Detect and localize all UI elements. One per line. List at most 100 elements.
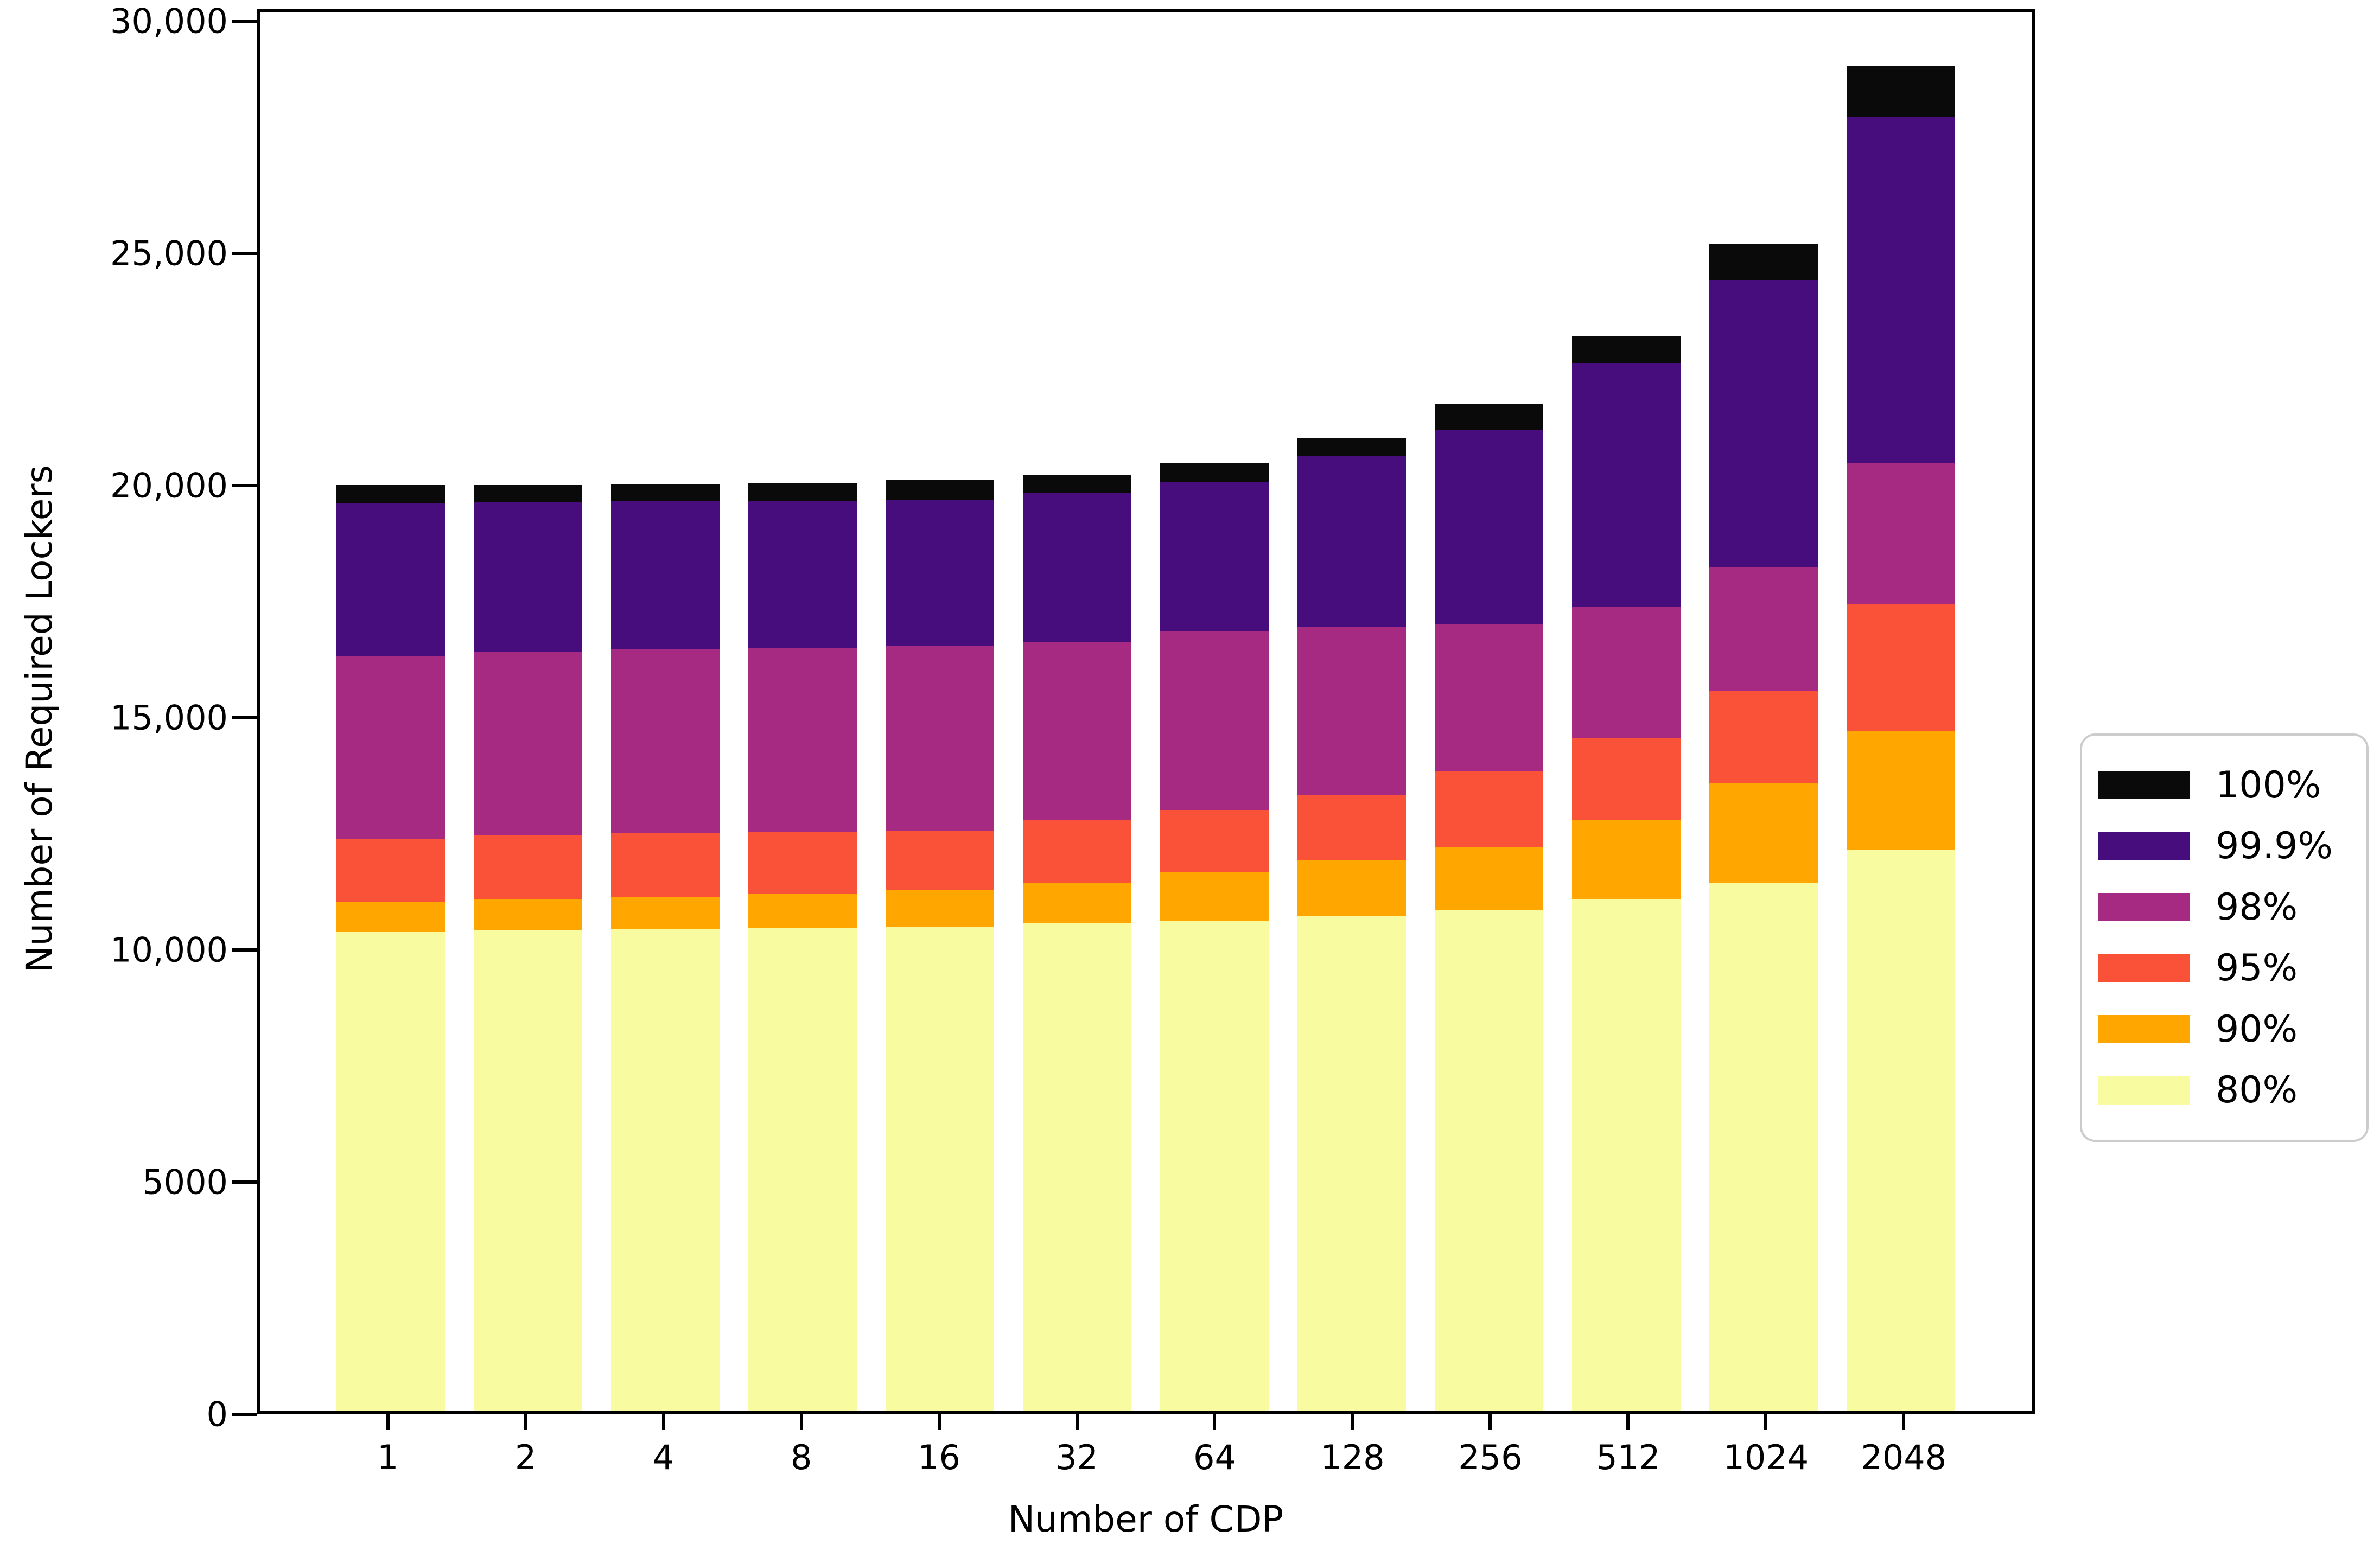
- x-tick-mark-16: [937, 1414, 941, 1430]
- stacked-bar-512: [1572, 336, 1681, 1411]
- x-tick-label-4: 4: [652, 1438, 674, 1477]
- bar-16-segment-100%: [886, 480, 994, 500]
- x-tick-label-2: 2: [514, 1438, 537, 1477]
- bar-4-segment-100%: [610, 484, 720, 502]
- stacked-bar-2: [473, 484, 582, 1411]
- legend-label-80%: 80%: [2216, 1069, 2298, 1112]
- bar-32-segment-99.9%: [1023, 493, 1131, 642]
- x-tick-mark-64: [1213, 1414, 1217, 1430]
- bar-2048-segment-99.9%: [1847, 117, 1956, 463]
- legend-row-90%: 90%: [2098, 1008, 2350, 1051]
- bar-128-segment-98%: [1297, 626, 1407, 795]
- bar-128-segment-99.9%: [1297, 455, 1407, 627]
- bar-512-segment-100%: [1572, 336, 1681, 363]
- bar-32-segment-95%: [1023, 820, 1131, 883]
- x-tick-label-8: 8: [790, 1438, 812, 1477]
- bar-8-segment-98%: [748, 647, 857, 832]
- bar-1024-segment-98%: [1709, 567, 1818, 691]
- stacked-bar-8: [748, 483, 857, 1411]
- legend-swatch-90%: [2098, 1015, 2190, 1044]
- x-tick-mark-8: [799, 1414, 803, 1430]
- y-tick-label-20000: 20,000: [110, 465, 228, 506]
- y-tick-mark-30000: [232, 20, 257, 23]
- x-tick-label-1: 1: [377, 1438, 399, 1477]
- bar-256-segment-99.9%: [1435, 430, 1544, 624]
- x-axis-title: Number of CDP: [1008, 1498, 1284, 1540]
- bar-1-segment-90%: [336, 902, 445, 932]
- bar-128-segment-90%: [1297, 860, 1407, 917]
- bar-8-segment-100%: [748, 483, 857, 501]
- bar-512-segment-98%: [1572, 607, 1681, 738]
- bar-32-segment-90%: [1023, 882, 1131, 924]
- x-tick-mark-128: [1351, 1414, 1354, 1430]
- plot-area: [257, 9, 2035, 1414]
- bar-256-segment-90%: [1435, 847, 1544, 910]
- bar-slot-512: [1558, 12, 1695, 1411]
- bar-2048-segment-80%: [1847, 850, 1956, 1411]
- x-tick-mark-256: [1488, 1414, 1492, 1430]
- bars-row: [322, 12, 1969, 1411]
- bar-slot-16: [871, 12, 1008, 1411]
- x-tick-label-2048: 2048: [1861, 1438, 1947, 1477]
- y-tick-label-15000: 15,000: [110, 698, 228, 738]
- bar-16-segment-98%: [886, 646, 994, 831]
- bar-256-segment-80%: [1435, 909, 1544, 1411]
- bar-8-segment-90%: [748, 893, 857, 928]
- stacked-bar-1024: [1709, 244, 1818, 1411]
- bar-1024-segment-90%: [1709, 782, 1818, 883]
- legend-row-95%: 95%: [2098, 947, 2350, 990]
- x-tick-label-256: 256: [1458, 1438, 1523, 1477]
- legend-swatch-100%: [2098, 771, 2190, 800]
- legend-label-99.9%: 99.9%: [2216, 825, 2333, 868]
- y-tick-mark-25000: [232, 252, 257, 256]
- bar-1-segment-80%: [336, 931, 445, 1411]
- bar-slot-64: [1146, 12, 1283, 1411]
- legend-row-98%: 98%: [2098, 886, 2350, 929]
- legend-label-95%: 95%: [2216, 947, 2298, 990]
- bar-2-segment-100%: [473, 484, 582, 503]
- bar-16-segment-80%: [886, 927, 994, 1411]
- bar-slot-1024: [1695, 12, 1832, 1411]
- bar-128-segment-100%: [1297, 438, 1407, 456]
- bar-2-segment-99.9%: [473, 502, 582, 652]
- bar-64-segment-80%: [1160, 921, 1269, 1411]
- stacked-bar-64: [1160, 463, 1269, 1411]
- bar-2048-segment-100%: [1847, 65, 1956, 118]
- bar-8-segment-99.9%: [748, 501, 857, 648]
- bar-32-segment-80%: [1023, 923, 1131, 1411]
- y-tick-label-10000: 10,000: [110, 930, 228, 970]
- legend-swatch-95%: [2098, 954, 2190, 982]
- y-tick-label-25000: 25,000: [110, 233, 228, 273]
- bar-1-segment-95%: [336, 839, 445, 902]
- bar-256-segment-100%: [1435, 403, 1544, 431]
- bar-slot-1: [322, 12, 459, 1411]
- bar-1024-segment-99.9%: [1709, 280, 1818, 567]
- bar-2-segment-90%: [473, 898, 582, 931]
- bar-1-segment-99.9%: [336, 503, 445, 657]
- bar-1024-segment-80%: [1709, 882, 1818, 1411]
- stacked-bar-16: [886, 480, 994, 1411]
- bar-128-segment-95%: [1297, 795, 1407, 860]
- legend-label-100%: 100%: [2216, 763, 2321, 807]
- bar-slot-256: [1421, 12, 1558, 1411]
- bar-16-segment-95%: [886, 831, 994, 890]
- bar-64-segment-100%: [1160, 463, 1269, 483]
- y-tick-label-5000: 5000: [142, 1162, 228, 1202]
- x-tick-mark-2: [524, 1414, 527, 1430]
- bar-8-segment-95%: [748, 832, 857, 894]
- x-tick-mark-2048: [1902, 1414, 1906, 1430]
- x-tick-label-1024: 1024: [1723, 1438, 1809, 1477]
- bar-512-segment-90%: [1572, 820, 1681, 899]
- x-tick-label-128: 128: [1320, 1438, 1385, 1477]
- legend-label-90%: 90%: [2216, 1007, 2298, 1051]
- bar-2048-segment-95%: [1847, 604, 1956, 731]
- bar-2048-segment-90%: [1847, 731, 1956, 851]
- bar-1-segment-100%: [336, 485, 445, 503]
- bar-4-segment-80%: [610, 929, 720, 1411]
- bar-slot-32: [1009, 12, 1146, 1411]
- bar-512-segment-80%: [1572, 898, 1681, 1411]
- legend-row-99.9%: 99.9%: [2098, 825, 2350, 867]
- bar-128-segment-80%: [1297, 916, 1407, 1411]
- bar-16-segment-99.9%: [886, 500, 994, 646]
